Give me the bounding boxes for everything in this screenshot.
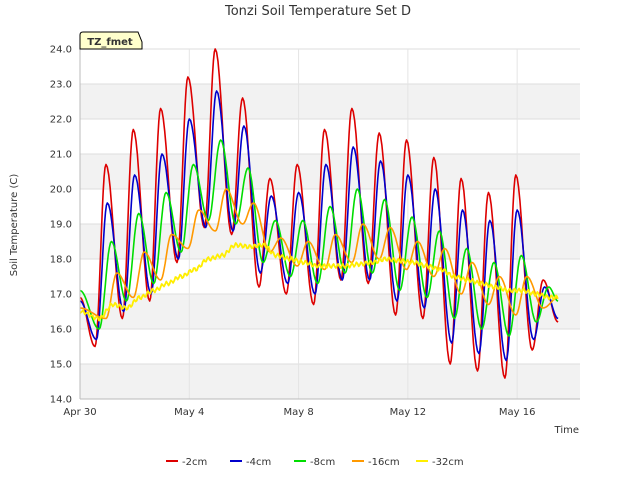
x-tick-label: May 4 [174,407,204,418]
legend-label: -4cm [246,457,271,468]
y-tick-label: 21.0 [50,150,72,161]
y-tick-label: 15.0 [50,360,72,371]
site-label-box: TZ_fmet [79,31,143,50]
y-tick-label: 14.0 [50,395,72,406]
series-line-minus-32cm [79,242,559,322]
plot-band [80,294,580,329]
y-axis-label: Soil Temperature (C) [9,174,20,277]
y-tick-label: 16.0 [50,325,72,336]
y-tick-label: 22.0 [50,115,72,126]
x-tick-label: May 16 [499,407,536,418]
legend: -2cm -4cm -8cm -16cm -32cm [166,457,464,468]
axes [79,49,580,400]
legend-label: -32cm [432,457,464,468]
series-line-minus-8cm [79,139,559,337]
x-tick-label: May 12 [390,407,427,418]
legend-label: -8cm [310,457,335,468]
tick-labels: 14.0 15.0 16.0 17.0 18.0 19.0 20.0 21.0 22.0 23.0… [50,45,536,419]
site-label-shape [79,31,143,50]
site-label-text: TZ_fmet [87,37,133,48]
series-line-minus-2cm [79,48,559,379]
plot-band [80,84,580,119]
y-tick-label: 19.0 [50,220,72,231]
x-tick-label: May 8 [283,407,313,418]
legend-label: -16cm [368,457,400,468]
series-lines [79,48,559,379]
y-tick-label: 23.0 [50,80,72,91]
y-tick-label: 24.0 [50,45,72,56]
y-tick-label: 17.0 [50,290,72,301]
x-axis-label: Time [554,425,579,436]
series-line-minus-4cm [79,90,559,362]
chart-title: Tonzi Soil Temperature Set D [224,4,411,19]
x-tick-label: Apr 30 [63,407,96,418]
y-tick-label: 20.0 [50,185,72,196]
series-line-minus-16cm [79,188,559,320]
legend-label: -2cm [182,457,207,468]
y-tick-label: 18.0 [50,255,72,266]
plot-band [80,364,580,399]
